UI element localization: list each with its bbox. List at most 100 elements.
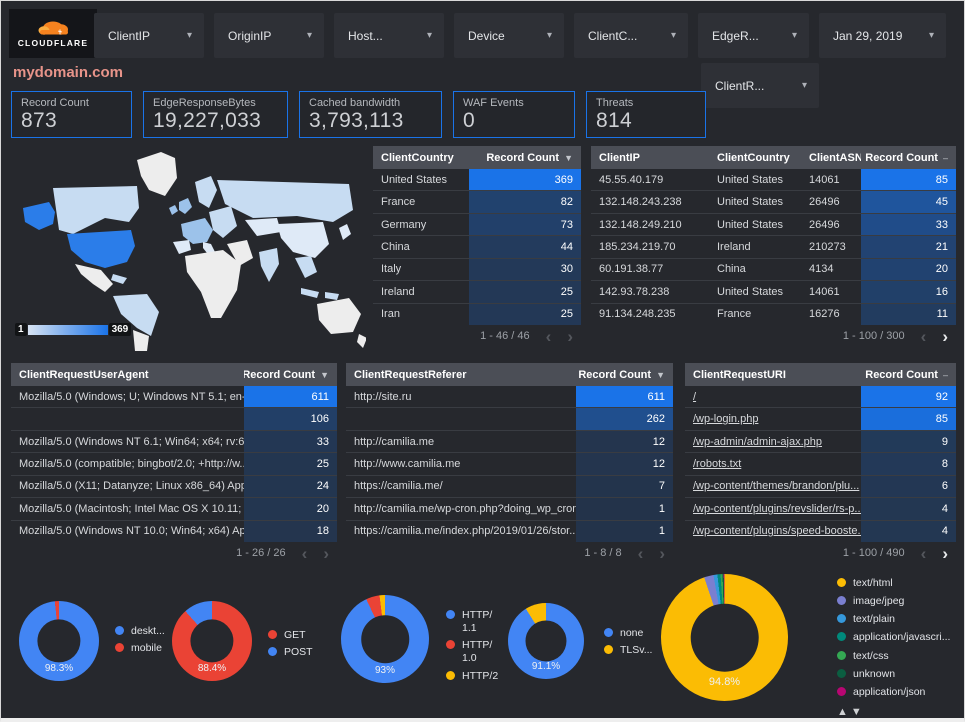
country-shape-greenland [137, 152, 177, 196]
prev-page-icon[interactable]: ‹ [920, 543, 927, 563]
cell: http://camilia.me [354, 435, 435, 448]
filter-label: OriginIP [228, 28, 272, 43]
next-page-icon[interactable]: › [567, 326, 573, 346]
date-label: Jan 29, 2019 [833, 28, 903, 43]
country-shape-japan [339, 224, 351, 240]
column-header-record-count[interactable]: Record Count – [865, 368, 948, 381]
scale-min-label: 1 [15, 323, 27, 336]
uri-link[interactable]: /wp-content/plugins/speed-booste... [693, 525, 861, 538]
prev-page-icon[interactable]: ‹ [301, 543, 308, 563]
prev-page-icon[interactable]: ‹ [545, 326, 552, 346]
uri-link[interactable]: /wp-login.php [693, 413, 759, 426]
record-count-cell: 92 [861, 386, 956, 408]
pagination-range: 1 - 26 / 26 [236, 547, 286, 559]
cell: https://camilia.me/ [354, 480, 443, 493]
filter-host-[interactable]: Host... ▾ [334, 13, 444, 58]
donut-chart-http_method[interactable]: 88.4% [172, 601, 252, 681]
cell: 14061 [809, 173, 840, 186]
cell: 60.191.38.77 [599, 263, 664, 276]
donut-percent-label: 98.3% [44, 663, 74, 674]
donut-percent-label: 91.1% [531, 661, 561, 672]
donut-chart-content_type[interactable]: 94.8% [661, 574, 788, 701]
prev-page-icon[interactable]: ‹ [637, 543, 644, 563]
next-page-icon[interactable]: › [942, 543, 948, 563]
country-shape-canada [53, 186, 139, 234]
legend-dot-icon [268, 630, 277, 639]
scorecard-value: 814 [596, 109, 632, 132]
next-page-icon[interactable]: › [659, 543, 665, 563]
column-header-record-count[interactable]: Record Count ▼ [244, 368, 329, 381]
column-header-record-count[interactable]: Record Count ▼ [578, 368, 665, 381]
table-row: / 92 [685, 386, 956, 408]
cell: Mozilla/5.0 (Macintosh; Intel Mac OS X 1… [19, 502, 244, 515]
geo-map-chart[interactable]: 1 369 [9, 146, 367, 351]
donut-chart-device[interactable]: 98.3% [19, 601, 99, 681]
legend-sort-arrows[interactable]: ▲▼ [837, 705, 865, 718]
sort-indicator-icon[interactable]: – [942, 152, 948, 163]
table-row: http://site.ru 611 [346, 386, 673, 408]
table-row: http://www.camilia.me 12 [346, 452, 673, 475]
legend-dot-icon [837, 650, 846, 660]
cell: 16276 [809, 308, 840, 321]
cell: United States [717, 173, 784, 186]
cell: United States [717, 285, 784, 298]
uri-link[interactable]: /wp-content/plugins/revslider/rs-p... [693, 502, 861, 515]
region-shape-middle-east [227, 240, 253, 266]
uri-link[interactable]: /wp-content/themes/brandon/plu... [693, 480, 860, 493]
scorecard-threats: Threats 814 [586, 91, 706, 138]
brand-text: CLOUDFLARE [17, 38, 89, 48]
filter-edger-[interactable]: EdgeR... ▾ [698, 13, 809, 58]
world-map [23, 152, 367, 351]
scale-gradient-bar [27, 324, 108, 335]
filter-clientip[interactable]: ClientIP ▾ [94, 13, 204, 58]
next-page-icon[interactable]: › [942, 326, 948, 346]
cell: https://camilia.me/index.php/2019/01/26/… [354, 525, 576, 538]
table-row: 185.234.219.70 Ireland 210273 21 [591, 235, 956, 258]
uri-link[interactable]: / [693, 390, 697, 403]
donut-chart-ssl[interactable]: 91.1% [508, 603, 584, 679]
record-count-cell: 73 [469, 213, 581, 236]
donut-chart-http_protocol[interactable]: 93% [341, 595, 429, 683]
country-shape-indonesia-east [325, 292, 339, 300]
sort-indicator-icon[interactable]: – [942, 369, 948, 380]
legend-item: deskt... [115, 625, 165, 638]
cell: Mozilla/5.0 (X11; Datanyze; Linux x86_64… [19, 480, 244, 493]
next-page-icon[interactable]: › [323, 543, 329, 563]
table-row: Mozilla/5.0 (Windows; U; Windows NT 5.1;… [11, 386, 337, 408]
legend-dot-icon [115, 626, 124, 635]
sort-indicator-icon[interactable]: ▼ [320, 369, 329, 380]
legend-dot-icon [837, 578, 846, 587]
scorecard-value: 3,793,113 [309, 109, 404, 132]
sort-indicator-icon[interactable]: ▼ [656, 369, 665, 380]
cell: Ireland [717, 240, 751, 253]
prev-page-icon[interactable]: ‹ [920, 326, 927, 346]
column-header-clientrequestreferer[interactable]: ClientRequestReferer [354, 368, 467, 381]
sort-indicator-icon[interactable]: ▼ [564, 152, 573, 163]
legend-item: text/plain [837, 613, 950, 626]
column-header-record-count[interactable]: Record Count – [865, 151, 948, 164]
table-row: http://camilia.me 12 [346, 429, 673, 453]
record-count-cell: 25 [244, 453, 337, 475]
uri-link[interactable]: /wp-admin/admin-ajax.php [693, 435, 823, 448]
column-header-clientcountry[interactable]: ClientCountry [381, 151, 454, 164]
filter-clientrequest[interactable]: ClientR... ▾ [701, 63, 819, 108]
table-row: /wp-content/plugins/speed-booste... 4 [685, 519, 956, 542]
country-shape-china [277, 222, 329, 258]
filter-device[interactable]: Device ▾ [454, 13, 564, 58]
date-range-filter[interactable]: Jan 29, 2019 ▾ [819, 13, 946, 58]
column-header-clientrequestuseragent[interactable]: ClientRequestUserAgent [19, 368, 149, 381]
filter-originip[interactable]: OriginIP ▾ [214, 13, 324, 58]
column-header-clientasn[interactable]: ClientASN [809, 151, 861, 164]
column-header-clientcountry[interactable]: ClientCountry [717, 151, 790, 164]
record-count-cell: 369 [469, 169, 581, 191]
column-header-clientrequesturi[interactable]: ClientRequestURI [693, 368, 786, 381]
column-header-clientip[interactable]: ClientIP [599, 151, 640, 164]
page-title: mydomain.com [13, 64, 124, 81]
column-header-record-count[interactable]: Record Count ▼ [486, 151, 573, 164]
table-client-country: ClientCountry Record Count ▼ United States 3… [373, 146, 581, 347]
table-row: 142.93.78.238 United States 14061 16 [591, 280, 956, 303]
filter-clientc-[interactable]: ClientC... ▾ [574, 13, 688, 58]
legend-dot-icon [837, 632, 846, 642]
record-count-cell: 30 [469, 258, 581, 281]
uri-link[interactable]: /robots.txt [693, 457, 742, 470]
